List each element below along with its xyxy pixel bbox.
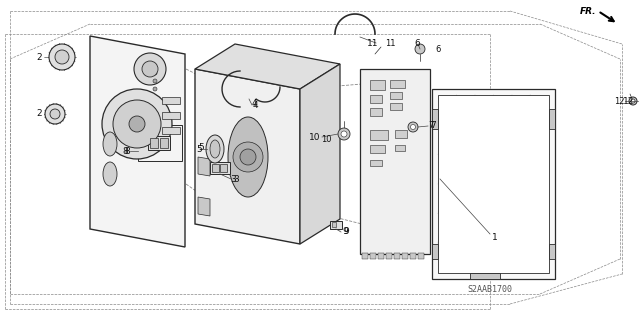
Text: 5: 5 [198,143,204,152]
Text: 4: 4 [253,100,259,109]
Bar [160,138,168,148]
Bar [370,108,382,116]
Bar [162,112,180,119]
Polygon shape [90,36,185,247]
Circle shape [142,61,158,77]
Bar [148,136,170,150]
Ellipse shape [103,162,117,186]
Polygon shape [300,64,340,244]
Text: 3: 3 [233,174,239,183]
Circle shape [153,79,157,83]
Bar [212,164,219,172]
Bar [370,145,385,153]
Bar [390,103,402,110]
Circle shape [55,50,69,64]
Circle shape [631,99,635,103]
Text: 11: 11 [367,39,378,48]
Polygon shape [432,244,438,259]
Bar [370,95,382,103]
Bar [395,130,407,138]
Polygon shape [198,157,210,176]
Text: 8: 8 [124,146,130,155]
Polygon shape [549,244,555,259]
Polygon shape [360,69,430,254]
Circle shape [153,87,157,91]
Polygon shape [432,109,438,129]
Bar [138,125,182,161]
Circle shape [134,53,166,85]
Bar [150,138,158,148]
Text: 9: 9 [342,226,348,235]
Circle shape [341,131,347,137]
Circle shape [410,124,415,130]
Bar [394,253,400,259]
Circle shape [233,142,263,172]
Text: 6: 6 [414,40,420,48]
Text: 4: 4 [252,100,258,108]
Bar [402,253,408,259]
Bar [362,253,368,259]
Circle shape [338,128,350,140]
Text: 2: 2 [36,109,42,118]
Polygon shape [549,109,555,129]
Circle shape [153,71,157,75]
Ellipse shape [206,135,224,163]
Circle shape [408,122,418,132]
Polygon shape [470,273,500,279]
Circle shape [49,44,75,70]
Text: 12: 12 [614,97,625,106]
Bar [370,253,376,259]
Text: 11: 11 [385,40,396,48]
Bar [370,80,385,90]
Circle shape [102,89,172,159]
Bar [330,221,342,229]
Bar [220,164,227,172]
Circle shape [45,104,65,124]
Bar [386,253,392,259]
Polygon shape [195,44,340,89]
Text: S2AAB1700: S2AAB1700 [467,285,513,293]
Bar [378,253,384,259]
Polygon shape [438,95,549,273]
Polygon shape [198,197,210,216]
Bar [395,145,405,151]
Polygon shape [432,89,555,279]
Bar [162,97,180,104]
Bar [370,160,382,166]
Bar [390,80,405,88]
Text: 7: 7 [428,122,433,130]
Polygon shape [195,69,300,244]
Ellipse shape [210,140,220,158]
Text: FR.: FR. [579,6,596,16]
Bar [332,222,336,227]
Text: 5: 5 [196,145,202,153]
Ellipse shape [103,132,117,156]
Bar [162,127,180,134]
Bar [370,130,388,140]
Circle shape [629,97,637,105]
Circle shape [240,149,256,165]
Text: 7: 7 [430,122,436,130]
Bar [410,253,416,259]
Text: 6: 6 [435,44,440,54]
Text: 9: 9 [343,227,349,236]
Circle shape [50,109,60,119]
Circle shape [415,44,425,54]
Bar [210,162,230,174]
Text: 10: 10 [321,135,332,144]
Text: 1: 1 [492,233,498,241]
Text: 12: 12 [623,97,634,106]
Bar [418,253,424,259]
Text: 3: 3 [230,174,236,183]
Text: 8: 8 [122,146,128,155]
Circle shape [129,116,145,132]
Ellipse shape [228,117,268,197]
Bar [390,92,402,99]
Text: 10: 10 [308,132,320,142]
Text: 2: 2 [36,53,42,62]
Circle shape [113,100,161,148]
